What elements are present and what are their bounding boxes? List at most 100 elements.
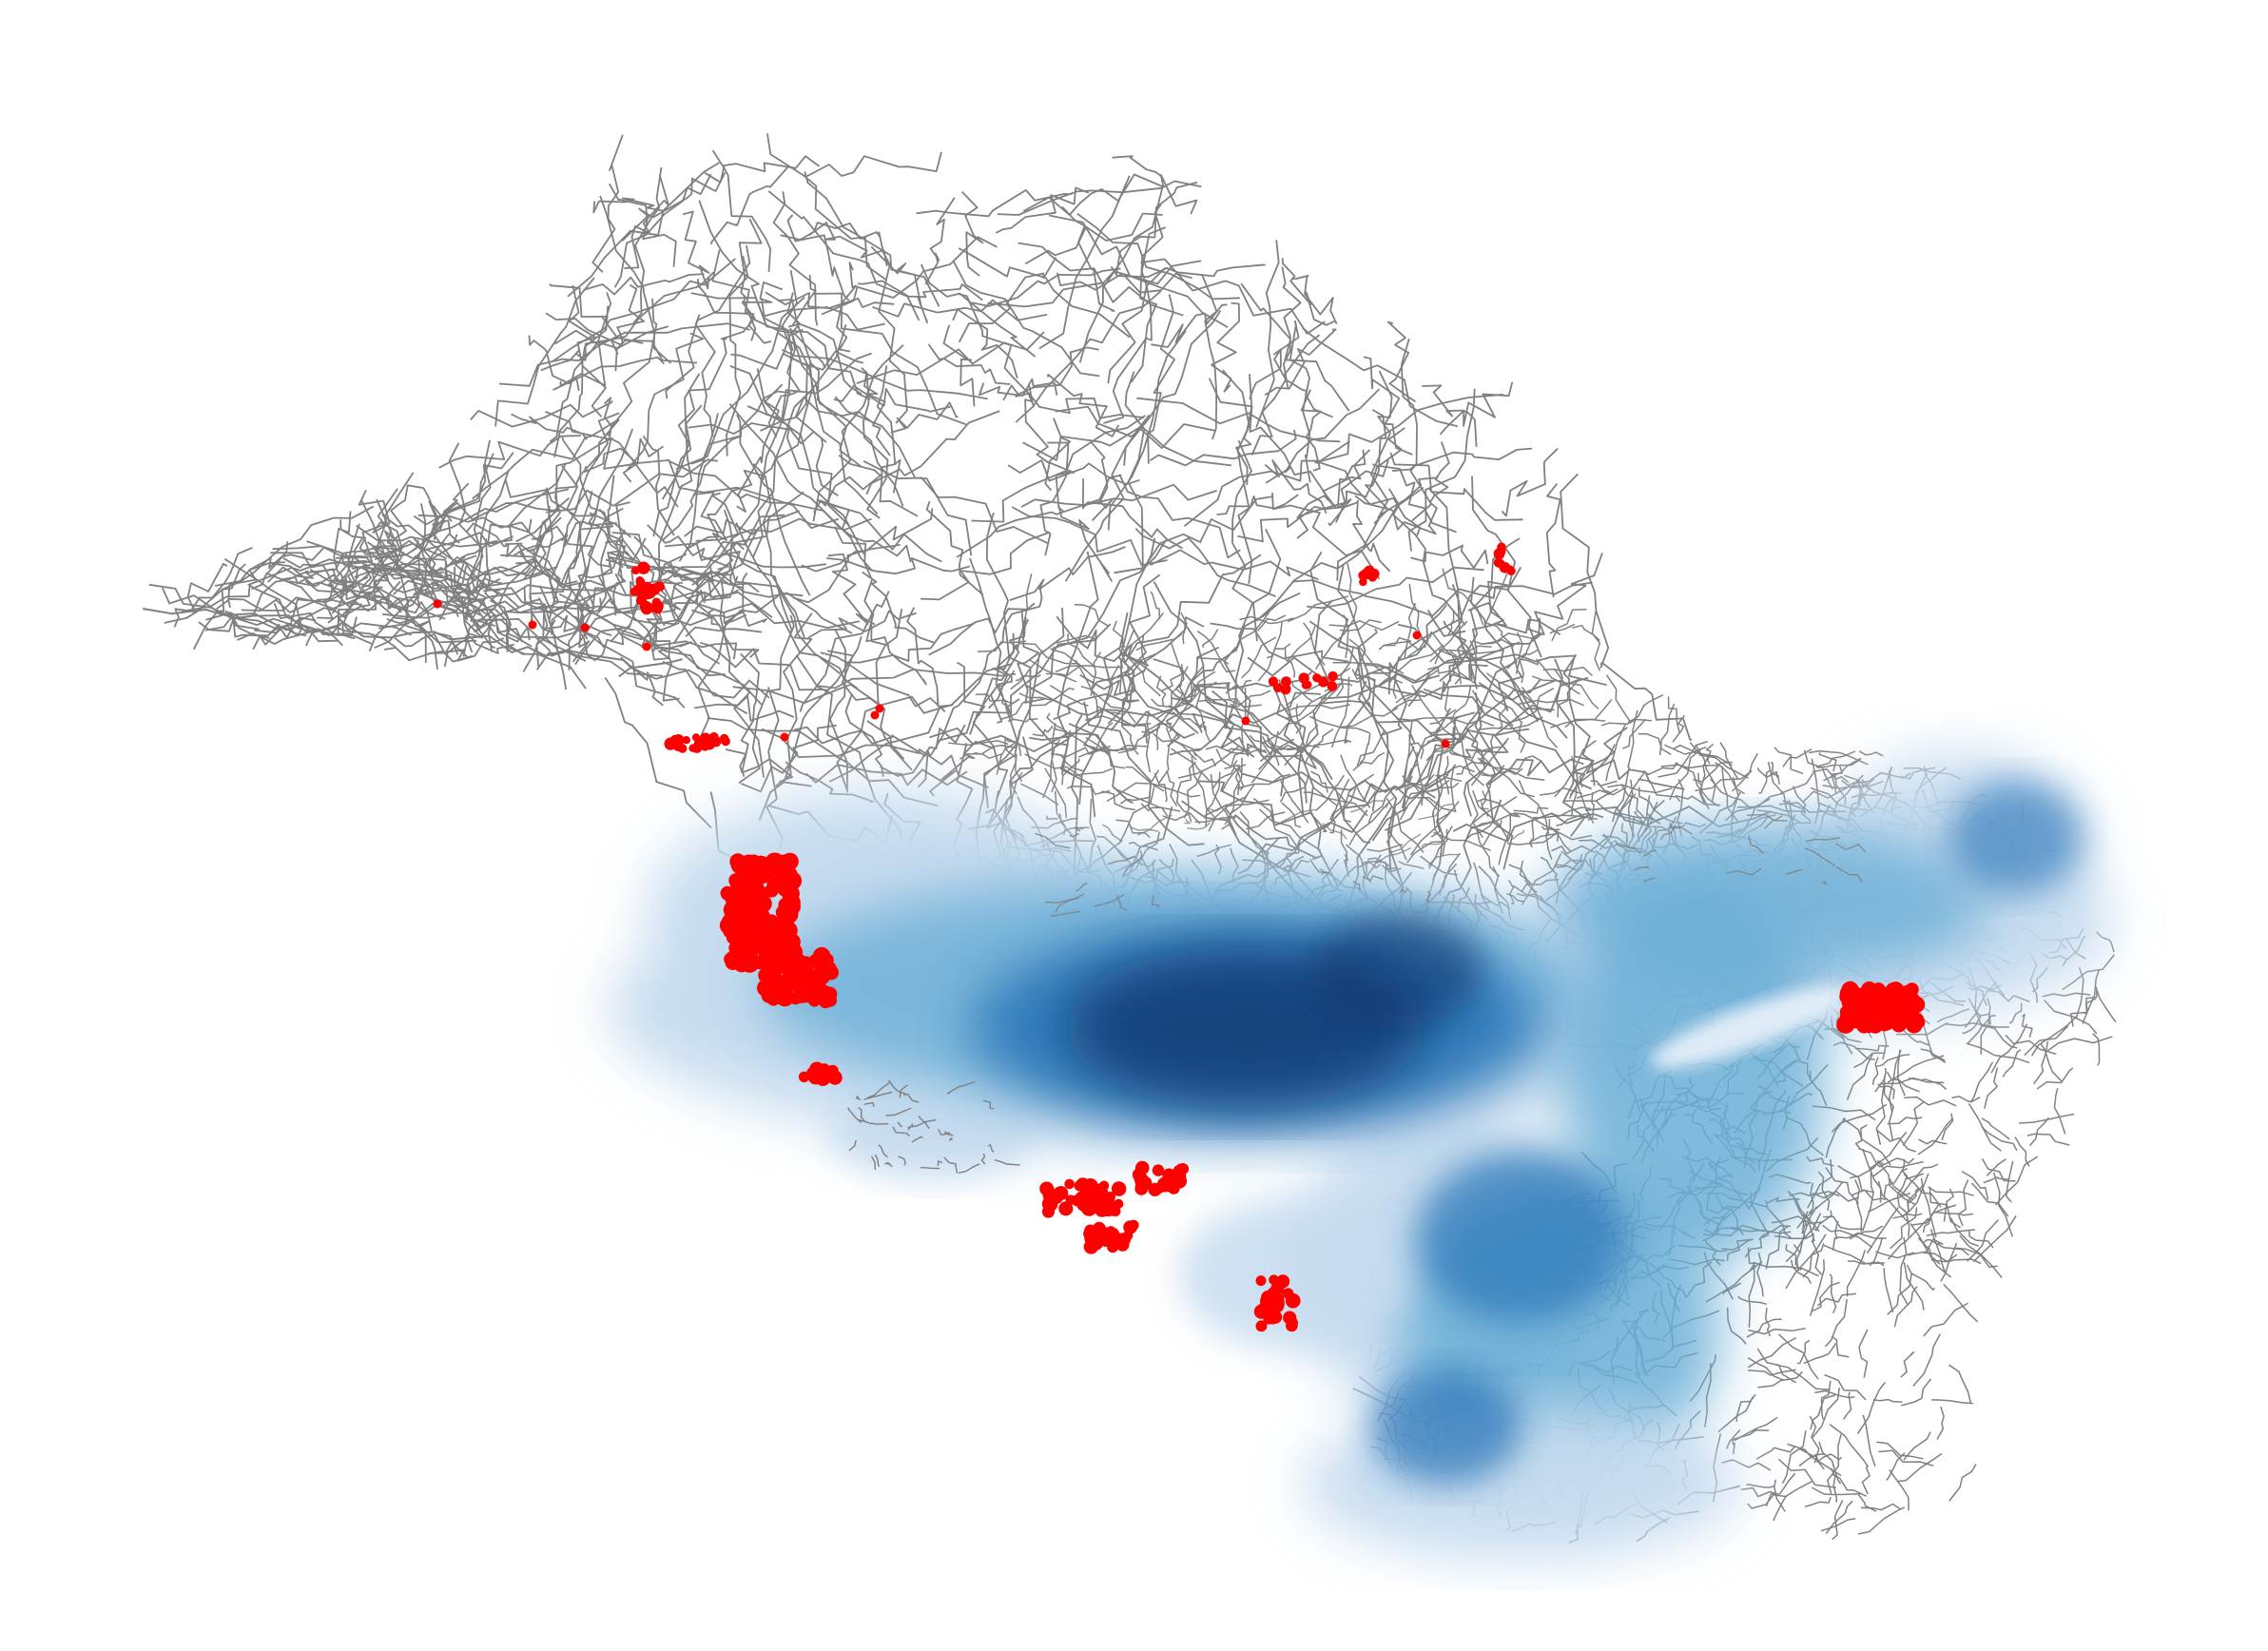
- road-segment: [1080, 685, 1136, 724]
- road-segment: [1076, 212, 1240, 301]
- hotspot-point: [1106, 1226, 1116, 1236]
- road-segment: [863, 1101, 875, 1107]
- road-segment: [1277, 841, 1300, 868]
- road-segment: [1540, 856, 1558, 878]
- road-segment: [1428, 488, 1478, 690]
- road-segment: [1518, 721, 1526, 753]
- road-segment: [577, 537, 647, 588]
- road-segment: [1292, 275, 1338, 324]
- road-network-overlay: [846, 796, 1867, 1175]
- road-segment: [1889, 1049, 1902, 1114]
- hotspot-point: [764, 884, 777, 898]
- road-segment: [1053, 728, 1111, 754]
- road-segment: [924, 197, 956, 285]
- hotspot-point: [708, 735, 721, 747]
- road-segment: [1627, 779, 1636, 838]
- hotspot-point: [1116, 1237, 1128, 1248]
- road-segment: [1205, 771, 1221, 827]
- road-segment: [1329, 810, 1336, 834]
- road-segment: [1898, 1173, 1925, 1195]
- road-segment: [462, 523, 548, 657]
- road-segment: [1114, 845, 1143, 866]
- road-segment: [1825, 1117, 1846, 1158]
- road-segment: [1155, 722, 1162, 750]
- road-segment: [1011, 506, 1168, 567]
- road-segment: [938, 1129, 954, 1137]
- road-segment: [1747, 1369, 1796, 1376]
- road-segment: [339, 488, 398, 599]
- road-segment: [1200, 274, 1218, 440]
- road-segment: [1324, 683, 1353, 692]
- hotspot-point: [580, 623, 590, 632]
- hotspot-point: [1848, 1010, 1866, 1029]
- road-segment: [1527, 553, 1603, 636]
- road-segment: [1162, 813, 1192, 823]
- road-segment: [1149, 429, 1297, 467]
- road-segment: [1341, 707, 1399, 728]
- road-segment: [1675, 762, 1719, 807]
- road-segment: [448, 442, 487, 622]
- road-segment: [597, 475, 615, 611]
- road-segment: [1421, 842, 1442, 847]
- road-segment: [2044, 1000, 2098, 1035]
- road-segment: [1756, 1253, 1764, 1297]
- road-segment: [1521, 686, 1559, 748]
- hotspot-point: [1282, 1288, 1294, 1299]
- road-segment: [1184, 818, 1192, 825]
- road-segment: [1263, 710, 1313, 744]
- road-segment: [2075, 966, 2084, 1020]
- road-segment: [1579, 760, 1595, 788]
- road-segment: [1175, 761, 1196, 795]
- hotspot-point: [682, 736, 690, 745]
- road-segment: [552, 271, 715, 391]
- road-segment: [1042, 739, 1061, 799]
- road-segment: [1232, 814, 1323, 860]
- hotspot-point: [1255, 1320, 1268, 1332]
- road-segment: [1803, 1343, 1837, 1365]
- road-segment: [1747, 1336, 1797, 1369]
- road-segment: [1343, 853, 1349, 867]
- density-blob: [1312, 913, 1483, 1027]
- road-segment: [1829, 1424, 1870, 1467]
- road-segment: [1124, 554, 1262, 663]
- road-segment: [878, 1144, 889, 1158]
- road-segment: [1498, 812, 1512, 865]
- hotspot-point: [1496, 559, 1505, 569]
- road-segment: [1569, 727, 1628, 796]
- hotspot-point: [789, 992, 803, 1005]
- road-segment: [1427, 441, 1450, 528]
- road-segment: [1620, 823, 1628, 844]
- road-segment: [1811, 1486, 1861, 1496]
- road-segment: [1746, 1484, 1775, 1488]
- road-segment: [198, 618, 281, 638]
- road-segment: [1092, 722, 1114, 750]
- road-segment: [818, 498, 912, 563]
- road-segment: [1196, 844, 1231, 858]
- road-segment: [613, 173, 712, 288]
- road-segment: [1874, 1067, 1887, 1093]
- road-segment: [545, 312, 698, 364]
- road-segment: [1211, 690, 1308, 804]
- road-segment: [1260, 745, 1310, 763]
- road-segment: [611, 532, 744, 589]
- road-segment: [1981, 1126, 2018, 1152]
- road-segment: [1885, 1452, 1906, 1481]
- road-segment: [1439, 852, 1461, 896]
- road-segment: [1600, 718, 1652, 727]
- road-segment: [1268, 737, 1280, 767]
- hotspot-point: [768, 961, 785, 976]
- road-segment: [1778, 802, 1847, 813]
- road-segment: [1153, 772, 1168, 803]
- road-segment: [1140, 258, 1326, 335]
- road-segment: [1482, 632, 1541, 645]
- road-segment: [920, 531, 1051, 601]
- road-segment: [1332, 661, 1390, 670]
- road-segment: [1378, 636, 1412, 651]
- road-segment: [1434, 620, 1468, 665]
- road-segment: [856, 1095, 862, 1101]
- road-segment: [1356, 729, 1386, 767]
- road-segment: [1520, 657, 1549, 666]
- road-segment: [1404, 779, 1450, 807]
- road-segment: [1339, 619, 1382, 631]
- road-segment: [327, 523, 360, 602]
